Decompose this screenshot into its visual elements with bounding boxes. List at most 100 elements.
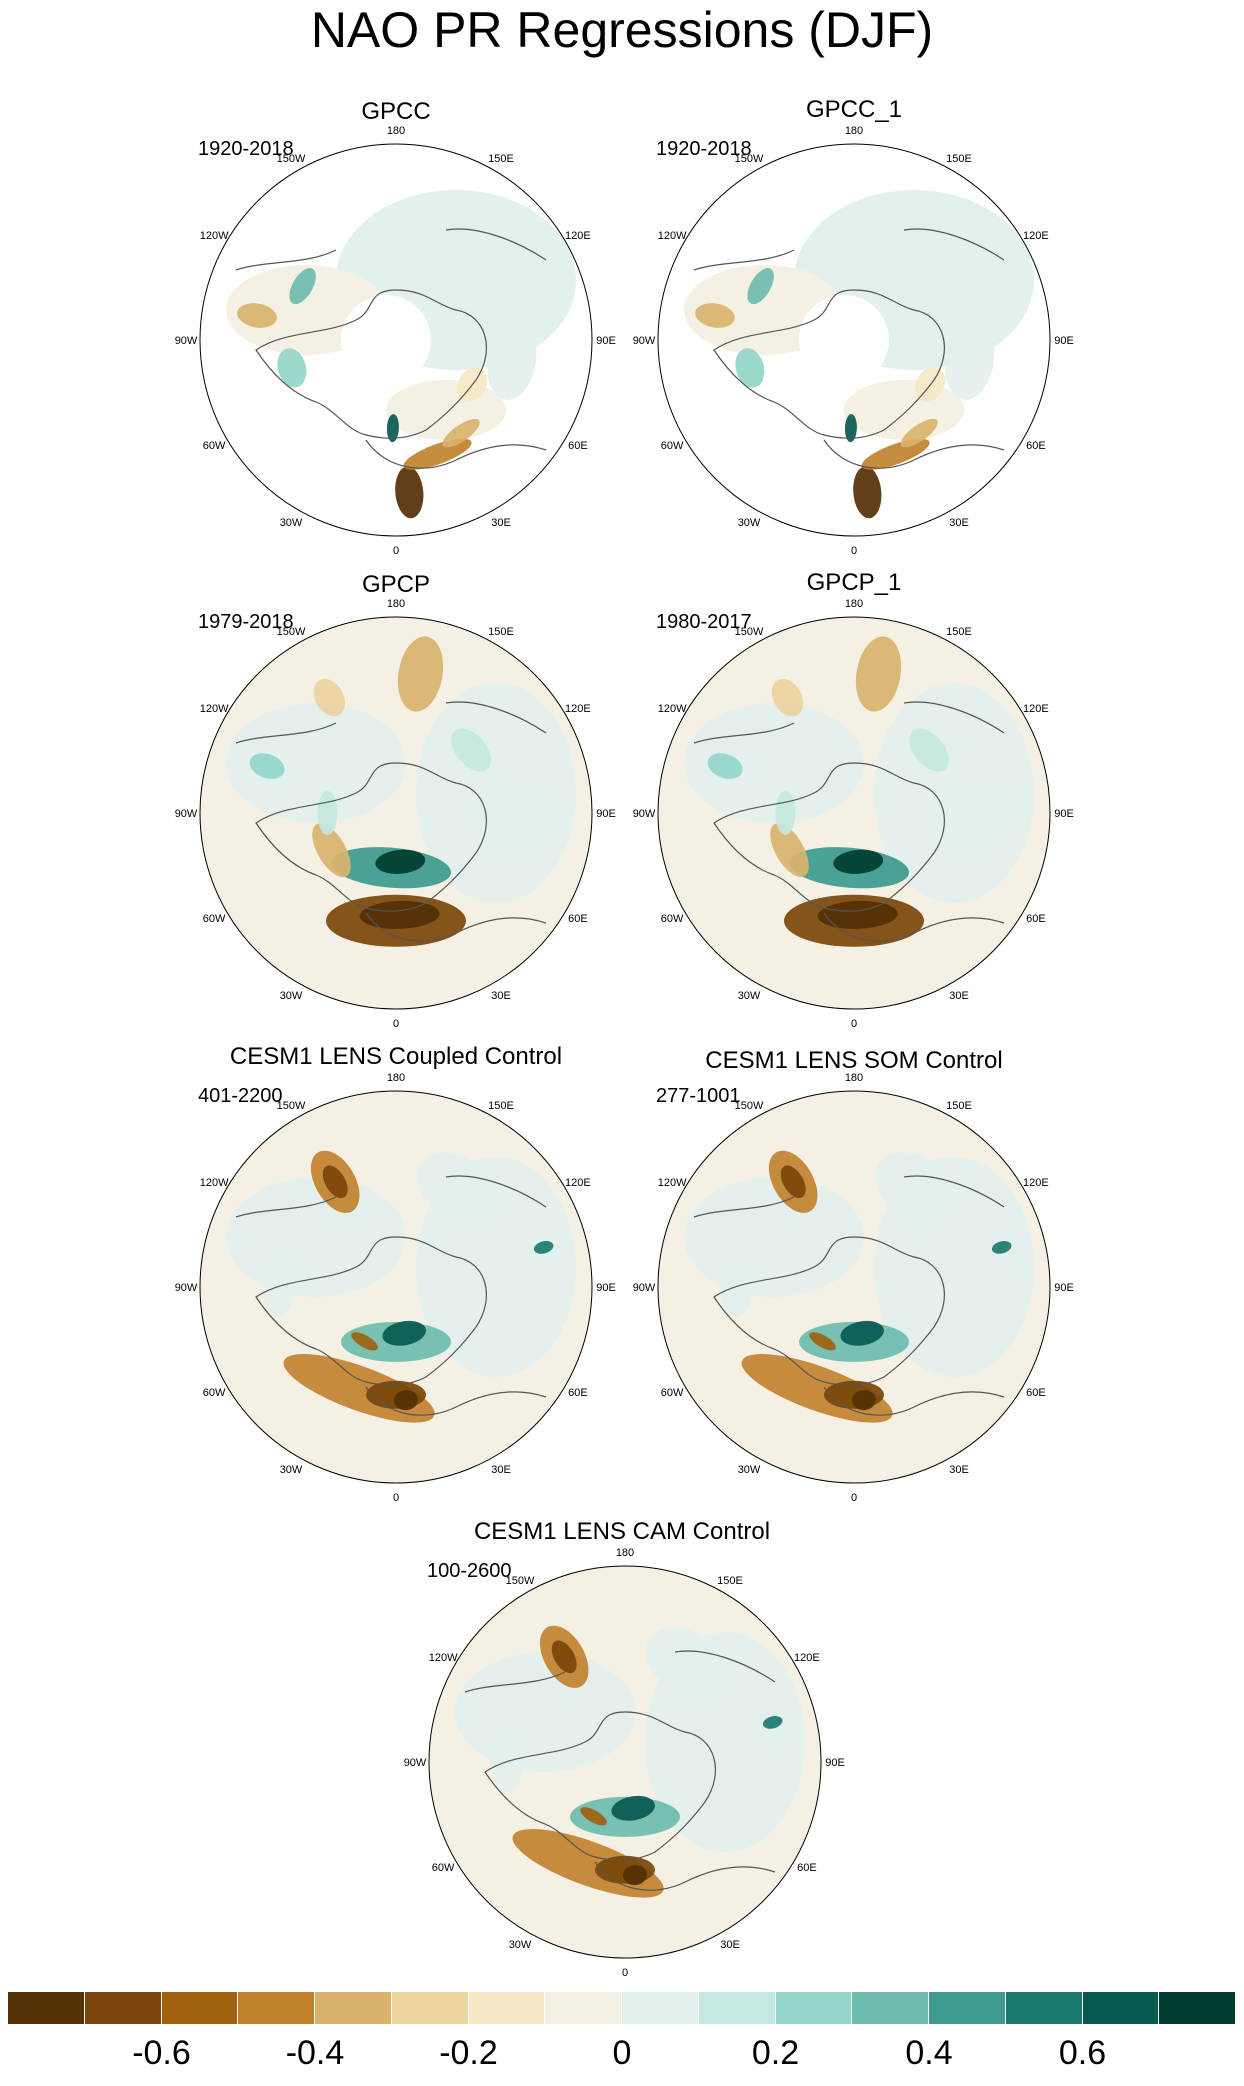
coastline xyxy=(365,1386,547,1416)
longitude-label: 120W xyxy=(658,703,687,715)
longitude-label: 120E xyxy=(565,230,591,242)
regression-anomaly xyxy=(925,258,970,314)
regression-anomaly xyxy=(317,791,338,835)
regression-anomaly xyxy=(382,1320,426,1346)
regression-anomaly xyxy=(351,1332,378,1351)
longitude-label: 150W xyxy=(506,1575,535,1587)
longitude-label: 90E xyxy=(1054,1282,1074,1294)
colorbar-cell xyxy=(84,1992,162,2024)
longitude-label: 150E xyxy=(717,1575,743,1587)
longitude-label: 120E xyxy=(1023,703,1049,715)
regression-anomaly xyxy=(386,414,399,443)
polar-map: 180 150E 120E 90E 60E 30E 0 30W 60W 90W 120W 150W xyxy=(404,1547,845,1979)
regression-anomaly xyxy=(853,466,882,519)
longitude-label: 180 xyxy=(387,598,405,610)
panel-period: 1979-2018 xyxy=(198,611,294,633)
regression-anomaly xyxy=(249,753,285,779)
longitude-label: 120W xyxy=(200,1177,229,1189)
longitude-label: 90E xyxy=(596,335,616,347)
panel-period: 401-2200 xyxy=(198,1085,283,1107)
regression-anomaly xyxy=(747,268,774,305)
coastline xyxy=(255,1236,487,1386)
regression-anomaly xyxy=(817,900,898,929)
map-border xyxy=(199,1090,593,1484)
longitude-label: 60W xyxy=(203,440,226,452)
longitude-label: 90E xyxy=(1054,335,1074,347)
panel-period: 100-2600 xyxy=(427,1560,512,1582)
regression-anomaly xyxy=(467,258,512,314)
regression-anomaly xyxy=(277,348,307,388)
longitude-label: 180 xyxy=(845,598,863,610)
longitude-label: 30W xyxy=(509,1939,532,1951)
longitude-label: 30W xyxy=(738,990,761,1002)
longitude-label: 120E xyxy=(565,703,591,715)
longitude-label: 150E xyxy=(488,153,514,165)
longitude-label: 120E xyxy=(1023,230,1049,242)
longitude-label: 90W xyxy=(633,335,656,347)
colorbar-tick-label: -0.2 xyxy=(439,2034,498,2072)
longitude-label: 120W xyxy=(658,1177,687,1189)
map-border xyxy=(657,1090,1051,1484)
coastline xyxy=(235,1175,547,1218)
coastline xyxy=(235,701,547,744)
panel-period: 1920-2018 xyxy=(198,138,294,160)
polar-map: 180 150E 120E 90E 60E 30E 0 30W 60W 90W 120W 150W xyxy=(175,598,616,1030)
regression-anomaly xyxy=(622,1865,647,1886)
colorbar-cell xyxy=(161,1992,239,2024)
panel-period: 277-1001 xyxy=(656,1085,741,1107)
panel-period: 1920-2018 xyxy=(656,138,752,160)
longitude-label: 120W xyxy=(429,1652,458,1664)
regression-anomaly xyxy=(451,728,491,772)
coastline xyxy=(255,762,487,912)
regression-anomaly xyxy=(735,348,765,388)
longitude-label: 30E xyxy=(949,1464,969,1476)
longitude-label: 180 xyxy=(616,1547,634,1559)
polar-map: 180 150E 120E 90E 60E 30E 0 30W 60W 90W 120W 150W xyxy=(175,1072,616,1504)
coastline xyxy=(484,1711,716,1861)
longitude-label: 60W xyxy=(661,1387,684,1399)
longitude-label: 150W xyxy=(277,1100,306,1112)
colorbar-cell xyxy=(698,1992,776,2024)
longitude-label: 60W xyxy=(661,913,684,925)
regression-anomaly xyxy=(775,791,796,835)
coastline xyxy=(693,1175,1005,1218)
colorbar-tick-label: -0.6 xyxy=(132,2034,191,2072)
regression-anomaly xyxy=(551,1640,577,1674)
regression-anomaly xyxy=(442,418,480,448)
polar-map: 180 150E 120E 90E 60E 30E 0 30W 60W 90W 120W 150W xyxy=(633,1072,1074,1504)
polar-map: 180 150E 120E 90E 60E 30E 0 30W 60W 90W 120W 150W xyxy=(633,598,1074,1030)
coastline xyxy=(713,1236,945,1386)
longitude-label: 90E xyxy=(596,1282,616,1294)
longitude-label: 150W xyxy=(277,153,306,165)
longitude-label: 150W xyxy=(735,153,764,165)
longitude-label: 60E xyxy=(1026,1387,1046,1399)
longitude-label: 120E xyxy=(1023,1177,1049,1189)
panel-title: GPCP_1 xyxy=(806,569,902,596)
colorbar-tick-label: 0.6 xyxy=(1058,2034,1107,2072)
regression-anomaly xyxy=(771,678,804,717)
coastline xyxy=(464,1650,776,1693)
longitude-label: 30E xyxy=(491,990,511,1002)
coastline xyxy=(365,439,547,469)
longitude-label: 90W xyxy=(404,1757,427,1769)
longitude-label: 0 xyxy=(393,545,399,557)
colorbar-cell xyxy=(391,1992,469,2024)
regression-anomaly xyxy=(875,1152,951,1218)
longitude-label: 150E xyxy=(946,626,972,638)
longitude-label: 60E xyxy=(797,1862,817,1874)
longitude-label: 30E xyxy=(949,517,969,529)
colorbar-cell xyxy=(315,1992,392,2024)
regression-anomaly xyxy=(487,320,537,401)
longitude-label: 120W xyxy=(200,230,229,242)
regression-anomaly xyxy=(289,268,316,305)
longitude-label: 60E xyxy=(568,1387,588,1399)
colorbar-tick-label: 0.4 xyxy=(905,2034,953,2072)
panel-title: GPCC_1 xyxy=(805,96,903,123)
longitude-label: 90W xyxy=(175,808,198,820)
map-border xyxy=(199,143,593,537)
coastline xyxy=(255,289,487,439)
regression-anomaly xyxy=(395,466,424,519)
colorbar-labels: -0.6 -0.4 -0.2 0 0.2 0.4 0.6 xyxy=(0,2034,1244,2084)
map-border xyxy=(199,616,593,1010)
panel-title: CESM1 LENS SOM Control xyxy=(705,1047,1003,1074)
